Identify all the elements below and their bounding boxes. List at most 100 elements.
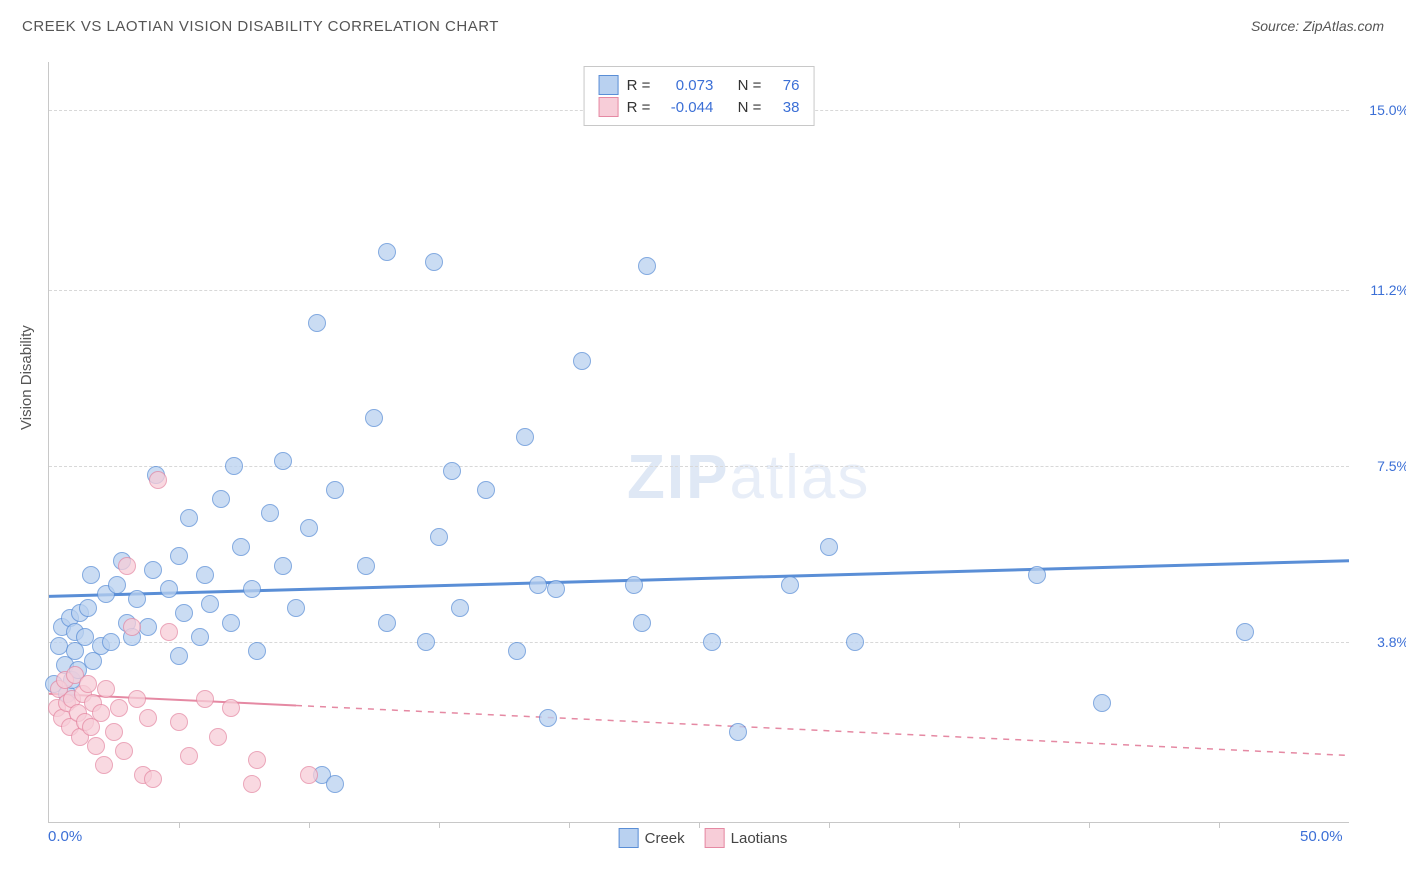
data-point: [451, 599, 469, 617]
n-value: 38: [769, 99, 799, 116]
data-point: [79, 675, 97, 693]
data-point: [170, 713, 188, 731]
data-point: [477, 481, 495, 499]
gridline-h: [49, 290, 1349, 291]
data-point: [123, 618, 141, 636]
data-point: [243, 775, 261, 793]
data-point: [201, 595, 219, 613]
data-point: [443, 462, 461, 480]
data-point: [87, 737, 105, 755]
legend-series: Creek Laotians: [619, 828, 788, 848]
data-point: [139, 618, 157, 636]
data-point: [128, 690, 146, 708]
data-point: [425, 253, 443, 271]
data-point: [430, 528, 448, 546]
data-point: [529, 576, 547, 594]
source-attribution: Source: ZipAtlas.com: [1251, 18, 1384, 34]
r-label: R =: [627, 99, 651, 116]
data-point: [82, 566, 100, 584]
x-tick: [309, 822, 310, 828]
y-tick-label: 11.2%: [1354, 282, 1406, 298]
data-point: [128, 590, 146, 608]
legend-swatch: [619, 828, 639, 848]
data-point: [274, 557, 292, 575]
watermark-bold: ZIP: [627, 443, 729, 512]
chart-title: CREEK VS LAOTIAN VISION DISABILITY CORRE…: [22, 18, 499, 35]
data-point: [638, 257, 656, 275]
x-tick: [569, 822, 570, 828]
data-point: [300, 766, 318, 784]
legend-label: Creek: [645, 830, 685, 847]
n-label: N =: [738, 77, 762, 94]
data-point: [633, 614, 651, 632]
legend-stat-row: R =-0.044 N =38: [599, 97, 800, 117]
data-point: [232, 538, 250, 556]
data-point: [287, 599, 305, 617]
data-point: [180, 509, 198, 527]
data-point: [781, 576, 799, 594]
data-point: [196, 566, 214, 584]
r-value: -0.044: [658, 99, 713, 116]
data-point: [248, 642, 266, 660]
data-point: [92, 704, 110, 722]
legend-stats: R =0.073 N =76R =-0.044 N =38: [584, 66, 815, 126]
y-axis-label: Vision Disability: [18, 325, 35, 430]
data-point: [175, 604, 193, 622]
data-point: [357, 557, 375, 575]
x-tick: [439, 822, 440, 828]
gridline-h: [49, 466, 1349, 467]
data-point: [729, 723, 747, 741]
data-point: [144, 561, 162, 579]
data-point: [160, 623, 178, 641]
data-point: [102, 633, 120, 651]
legend-swatch: [705, 828, 725, 848]
data-point: [1028, 566, 1046, 584]
data-point: [97, 680, 115, 698]
r-label: R =: [627, 77, 651, 94]
data-point: [222, 699, 240, 717]
data-point: [209, 728, 227, 746]
data-point: [144, 770, 162, 788]
data-point: [365, 409, 383, 427]
legend-swatch: [599, 97, 619, 117]
data-point: [547, 580, 565, 598]
x-tick: [179, 822, 180, 828]
legend-stat-row: R = 0.073 N = 76: [599, 75, 800, 95]
r-value: 0.073: [658, 77, 713, 94]
data-point: [539, 709, 557, 727]
data-point: [170, 647, 188, 665]
n-value: 76: [769, 77, 799, 94]
x-axis-min-label: 0.0%: [48, 828, 82, 845]
data-point: [105, 723, 123, 741]
data-point: [149, 471, 167, 489]
data-point: [261, 504, 279, 522]
data-point: [378, 243, 396, 261]
x-axis-max-label: 50.0%: [1300, 828, 1343, 845]
legend-item: Laotians: [705, 828, 788, 848]
data-point: [212, 490, 230, 508]
data-point: [225, 457, 243, 475]
data-point: [820, 538, 838, 556]
data-point: [110, 699, 128, 717]
data-point: [417, 633, 435, 651]
data-point: [378, 614, 396, 632]
data-point: [326, 775, 344, 793]
data-point: [108, 576, 126, 594]
data-point: [308, 314, 326, 332]
watermark: ZIPatlas: [627, 442, 870, 513]
plot-area: ZIPatlas R =0.073 N =76R =-0.044 N =38 3…: [48, 62, 1349, 823]
data-point: [139, 709, 157, 727]
data-point: [300, 519, 318, 537]
legend-item: Creek: [619, 828, 685, 848]
data-point: [196, 690, 214, 708]
trendline-dashed: [296, 705, 1349, 755]
y-tick-label: 7.5%: [1354, 458, 1406, 474]
data-point: [79, 599, 97, 617]
watermark-light: atlas: [729, 443, 870, 512]
data-point: [243, 580, 261, 598]
y-tick-label: 15.0%: [1354, 102, 1406, 118]
x-tick: [829, 822, 830, 828]
data-point: [508, 642, 526, 660]
data-point: [573, 352, 591, 370]
data-point: [180, 747, 198, 765]
